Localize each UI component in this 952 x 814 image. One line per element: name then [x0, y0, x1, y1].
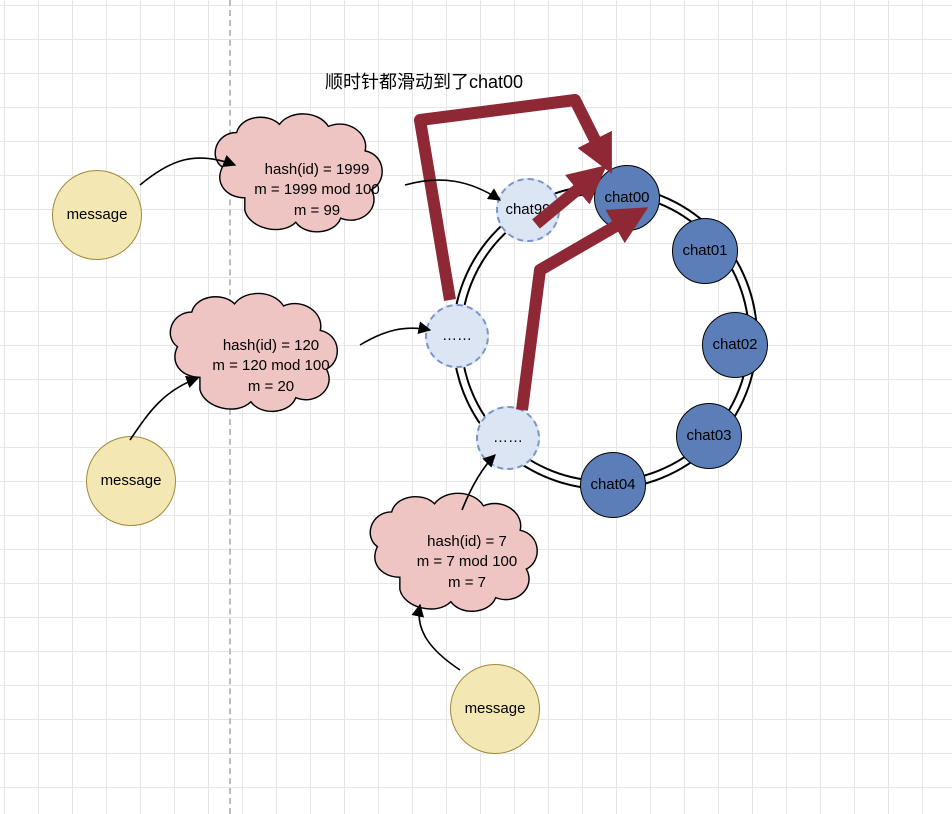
- node-slot-low: ……: [476, 406, 540, 470]
- message-node-2: message: [86, 436, 176, 526]
- node-chat01: chat01: [672, 218, 738, 284]
- node-chat03: chat03: [676, 403, 742, 469]
- message-node-1: message: [52, 170, 142, 260]
- node-chat00: chat00: [594, 165, 660, 231]
- node-slot-mid: ……: [425, 304, 489, 368]
- dashed-separator: [229, 0, 231, 814]
- node-label: message: [465, 700, 526, 718]
- diagram-title: 顺时针都滑动到了chat00: [325, 68, 523, 94]
- node-label: chat99: [505, 201, 550, 219]
- message-node-3: message: [450, 664, 540, 754]
- node-label: chat02: [712, 336, 757, 354]
- node-label: chat01: [682, 242, 727, 260]
- node-label: ……: [493, 429, 523, 447]
- node-label: ……: [442, 327, 472, 345]
- node-label: message: [101, 472, 162, 490]
- node-chat04: chat04: [580, 452, 646, 518]
- node-label: chat03: [686, 427, 731, 445]
- node-label: chat00: [604, 189, 649, 207]
- node-label: chat04: [590, 476, 635, 494]
- node-chat02: chat02: [702, 312, 768, 378]
- node-label: message: [67, 206, 128, 224]
- node-chat99: chat99: [496, 178, 560, 242]
